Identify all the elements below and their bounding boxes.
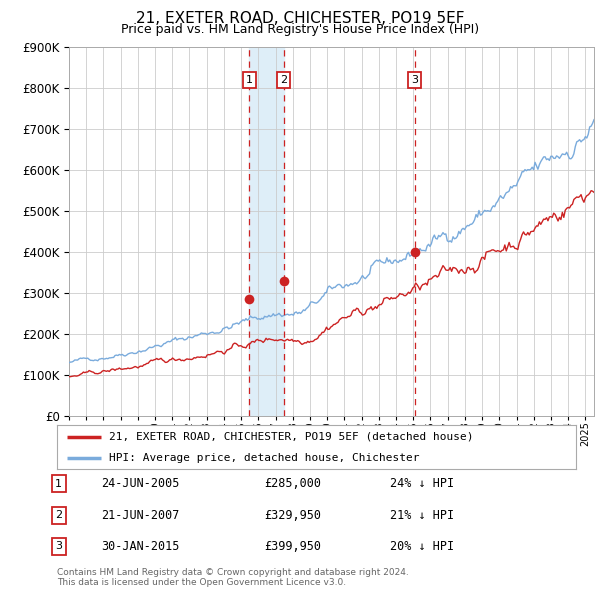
Text: This data is licensed under the Open Government Licence v3.0.: This data is licensed under the Open Gov… bbox=[57, 578, 346, 587]
Text: 2: 2 bbox=[280, 75, 287, 85]
Text: 21% ↓ HPI: 21% ↓ HPI bbox=[390, 509, 454, 522]
Text: 2: 2 bbox=[55, 510, 62, 520]
Text: £329,950: £329,950 bbox=[264, 509, 321, 522]
Text: £285,000: £285,000 bbox=[264, 477, 321, 490]
Text: 1: 1 bbox=[55, 479, 62, 489]
Text: 20% ↓ HPI: 20% ↓ HPI bbox=[390, 540, 454, 553]
Text: 21, EXETER ROAD, CHICHESTER, PO19 5EF (detached house): 21, EXETER ROAD, CHICHESTER, PO19 5EF (d… bbox=[109, 432, 473, 442]
Text: 30-JAN-2015: 30-JAN-2015 bbox=[101, 540, 179, 553]
Text: 21, EXETER ROAD, CHICHESTER, PO19 5EF: 21, EXETER ROAD, CHICHESTER, PO19 5EF bbox=[136, 11, 464, 25]
Bar bbox=[250, 47, 284, 416]
Text: 1: 1 bbox=[246, 75, 253, 85]
Text: 24-JUN-2005: 24-JUN-2005 bbox=[101, 477, 179, 490]
Text: Contains HM Land Registry data © Crown copyright and database right 2024.: Contains HM Land Registry data © Crown c… bbox=[57, 568, 409, 577]
Text: 3: 3 bbox=[55, 542, 62, 551]
Text: 24% ↓ HPI: 24% ↓ HPI bbox=[390, 477, 454, 490]
Text: HPI: Average price, detached house, Chichester: HPI: Average price, detached house, Chic… bbox=[109, 453, 419, 463]
Text: 3: 3 bbox=[411, 75, 418, 85]
Text: 21-JUN-2007: 21-JUN-2007 bbox=[101, 509, 179, 522]
Text: Price paid vs. HM Land Registry's House Price Index (HPI): Price paid vs. HM Land Registry's House … bbox=[121, 23, 479, 36]
Text: £399,950: £399,950 bbox=[264, 540, 321, 553]
